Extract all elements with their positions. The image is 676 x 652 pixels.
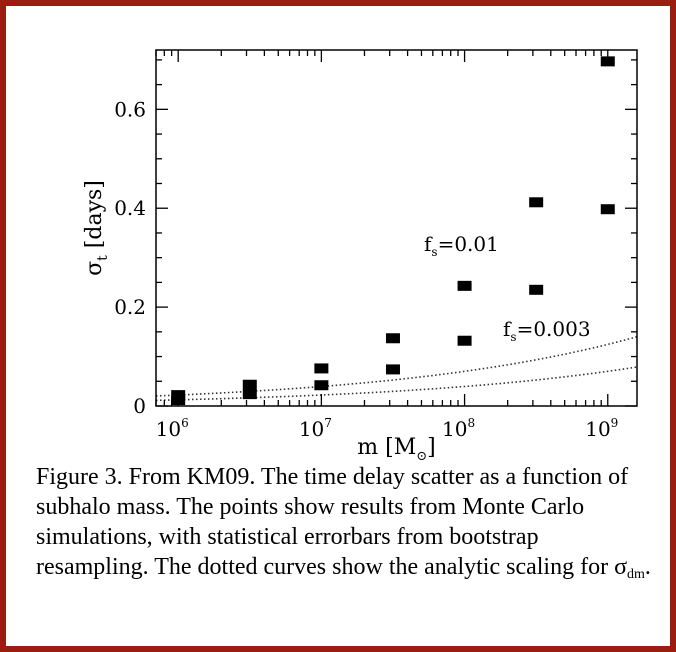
data-point-series0-pt2 [314,363,329,374]
data-point-series1-pt4 [457,335,472,346]
x-axis-label: m [M⊙] [357,435,435,462]
y-axis-label: σt [days] [82,180,111,276]
data-point-series0-pt3 [385,333,400,344]
data-point-series1-pt6 [600,204,615,215]
data-point-series0-pt5 [529,197,544,208]
figure-caption: Figure 3. From KM09. The time delay scat… [36,462,656,590]
data-point-series1-pt3 [385,364,400,375]
data-point-series1-pt1 [242,389,257,400]
data-point-series1-pt5 [529,284,544,295]
data-point-series0-pt4 [457,280,472,291]
analytic-curve-1 [156,366,637,402]
x-tick-label: 108 [442,416,475,441]
chart: 0 0.2 0.4 0.6 106 107 108 109 m [M⊙] σt [days] fs=… [82,49,638,462]
y-tick-label: 0.4 [114,196,146,220]
caption-text: Figure 3. From KM09. The time delay scat… [36,464,629,580]
y-tick-label: 0.6 [114,97,146,121]
x-tick-label: 106 [156,416,189,441]
x-tick-label: 109 [585,416,618,441]
caption-end: . [644,554,651,580]
data-point-series1-pt2 [314,380,329,391]
plot-frame [155,49,638,407]
analytic-curve-0 [156,335,637,397]
x-tick-label: 107 [299,416,332,441]
series-label-1: fs=0.003 [503,317,591,344]
y-tick-label: 0 [133,394,146,418]
y-tick-label: 0.2 [114,295,146,319]
caption-subscript: dm [627,567,645,582]
series-label-0: fs=0.01 [424,232,499,259]
data-point-series0-pt1 [242,379,257,390]
